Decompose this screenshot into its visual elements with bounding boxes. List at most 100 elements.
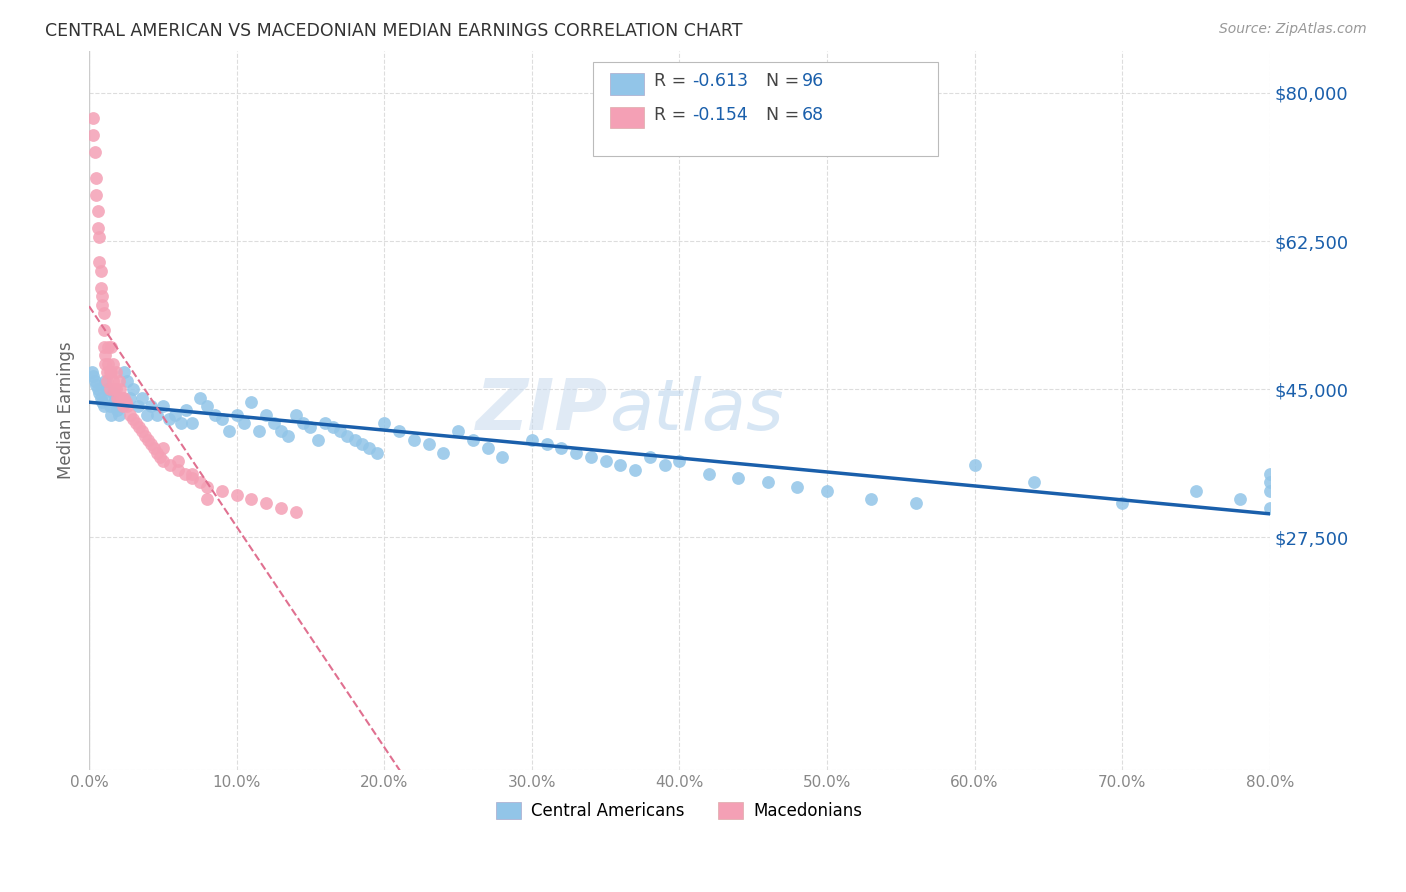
Point	[314, 416, 336, 430]
Point	[1022, 475, 1045, 490]
Point	[103, 395, 125, 409]
Point	[97, 340, 120, 354]
Point	[114, 391, 136, 405]
Point	[152, 442, 174, 456]
Point	[98, 365, 121, 379]
Point	[307, 433, 329, 447]
Point	[90, 280, 112, 294]
Point	[418, 437, 440, 451]
Point	[322, 420, 344, 434]
Point	[240, 492, 263, 507]
Text: R =: R =	[654, 72, 692, 90]
Point	[139, 399, 162, 413]
Point	[117, 374, 139, 388]
Point	[94, 348, 117, 362]
Point	[84, 145, 107, 160]
Point	[101, 386, 124, 401]
Point	[727, 471, 749, 485]
Point	[97, 357, 120, 371]
Point	[146, 445, 169, 459]
Text: CENTRAL AMERICAN VS MACEDONIAN MEDIAN EARNINGS CORRELATION CHART: CENTRAL AMERICAN VS MACEDONIAN MEDIAN EA…	[45, 22, 742, 40]
Point	[125, 416, 148, 430]
Point	[82, 369, 104, 384]
Point	[134, 428, 156, 442]
Point	[110, 391, 132, 405]
Text: R =: R =	[654, 106, 692, 124]
Point	[86, 170, 108, 185]
Text: 68: 68	[801, 106, 824, 124]
Point	[107, 391, 129, 405]
Text: -0.613: -0.613	[692, 72, 748, 90]
Point	[166, 462, 188, 476]
Point	[565, 445, 588, 459]
Point	[247, 425, 270, 439]
Point	[105, 391, 128, 405]
Point	[127, 399, 149, 413]
Point	[86, 378, 108, 392]
Point	[146, 408, 169, 422]
Point	[143, 442, 166, 456]
Point	[94, 357, 117, 371]
Point	[447, 425, 470, 439]
Point	[110, 399, 132, 413]
Point	[204, 408, 226, 422]
Point	[1229, 492, 1251, 507]
Point	[579, 450, 602, 464]
Point	[101, 357, 124, 371]
Point	[152, 399, 174, 413]
Point	[292, 416, 315, 430]
Point	[80, 365, 103, 379]
Point	[284, 505, 307, 519]
Point	[139, 437, 162, 451]
Point	[91, 297, 114, 311]
Point	[536, 437, 558, 451]
Point	[254, 496, 277, 510]
Text: 96: 96	[801, 72, 824, 90]
Point	[263, 416, 285, 430]
Point	[93, 399, 115, 413]
Point	[115, 395, 138, 409]
Text: N =: N =	[766, 72, 806, 90]
Point	[1111, 496, 1133, 510]
Point	[609, 458, 631, 473]
Y-axis label: Median Earnings: Median Earnings	[58, 342, 75, 479]
Point	[131, 425, 153, 439]
Point	[359, 442, 381, 456]
Point	[98, 382, 121, 396]
Point	[84, 374, 107, 388]
Point	[90, 263, 112, 277]
Point	[128, 420, 150, 434]
Point	[104, 399, 127, 413]
Text: -0.154: -0.154	[692, 106, 748, 124]
Point	[120, 391, 142, 405]
Point	[96, 382, 118, 396]
Point	[329, 425, 352, 439]
Point	[89, 230, 111, 244]
Point	[94, 374, 117, 388]
Point	[98, 399, 121, 413]
Point	[103, 382, 125, 396]
Point	[756, 475, 779, 490]
Point	[87, 382, 110, 396]
Point	[107, 374, 129, 388]
Point	[111, 399, 134, 413]
Point	[240, 395, 263, 409]
Point	[90, 391, 112, 405]
Point	[89, 386, 111, 401]
Point	[87, 204, 110, 219]
Point	[225, 488, 247, 502]
Point	[181, 467, 204, 481]
Point	[136, 433, 159, 447]
Point	[101, 374, 124, 388]
Point	[373, 416, 395, 430]
Point	[277, 428, 299, 442]
Point	[108, 382, 131, 396]
Point	[87, 221, 110, 235]
Point	[188, 391, 211, 405]
Point	[402, 433, 425, 447]
Legend: Central Americans, Macedonians: Central Americans, Macedonians	[489, 795, 869, 826]
Point	[270, 425, 292, 439]
Point	[388, 425, 411, 439]
Point	[86, 187, 108, 202]
Point	[461, 433, 484, 447]
